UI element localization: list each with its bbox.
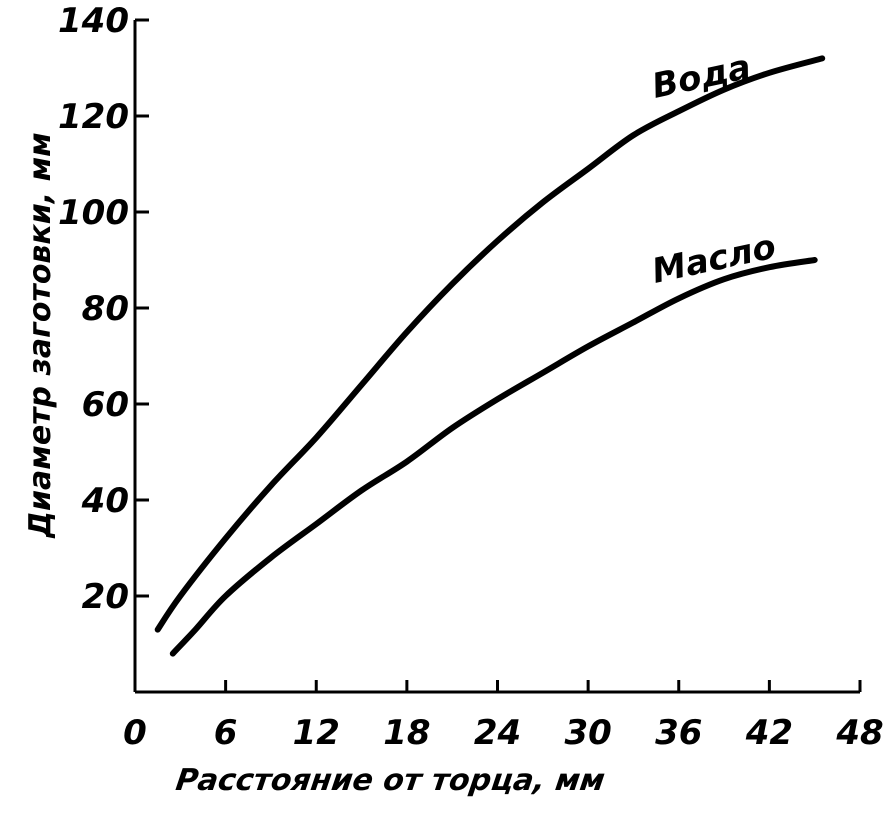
series-line-1: [169, 257, 818, 657]
x-tick-label: 30: [564, 713, 611, 753]
y-tick-label: 100: [58, 193, 129, 233]
x-tick-label: 48: [835, 713, 883, 753]
x-tick-label: 24: [474, 713, 521, 753]
x-tick-label: 6: [214, 713, 238, 753]
y-tick-label: 140: [58, 1, 129, 41]
x-tick-label: 0: [123, 713, 147, 753]
axes: 0 6 12 18 24 30 36 42 48 20 40 60 80 100 120 140: [58, 1, 884, 753]
series-layer: [154, 55, 826, 657]
y-tick-label: 40: [81, 481, 129, 521]
x-tick-label: 42: [745, 713, 793, 753]
x-tick-label: 12: [293, 713, 340, 753]
y-tick-label: 120: [58, 97, 129, 137]
y-tick-label: 60: [82, 385, 129, 425]
x-axis-title: Расстояние от торца, мм: [174, 763, 607, 798]
series-line-0: [154, 55, 826, 633]
x-tick-label: 18: [383, 713, 430, 753]
x-tick-label: 36: [655, 713, 702, 753]
y-tick-label: 80: [82, 289, 129, 329]
y-tick-label: 20: [82, 577, 129, 617]
y-axis-title: Диаметр заготовки, мм: [23, 132, 58, 538]
